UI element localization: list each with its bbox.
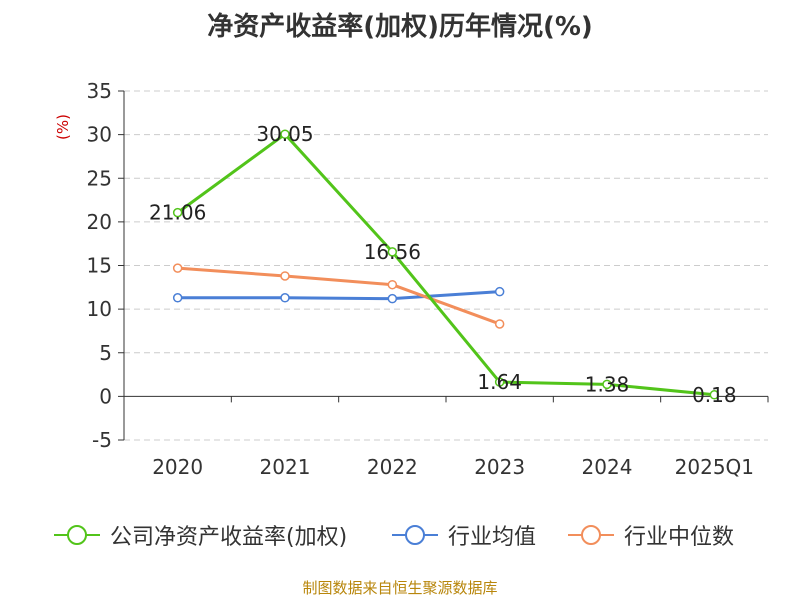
data-point[interactable] bbox=[494, 286, 505, 297]
blue-line-circle-icon bbox=[392, 525, 438, 545]
data-point[interactable] bbox=[709, 390, 720, 400]
data-point[interactable] bbox=[172, 207, 183, 218]
data-point[interactable] bbox=[494, 377, 505, 387]
series-line bbox=[177, 266, 501, 326]
y-tick-label: 30 bbox=[87, 123, 112, 147]
legend-item-industry-mean[interactable]: 行业均值 bbox=[390, 520, 536, 550]
green-line-circle-icon bbox=[54, 525, 100, 545]
y-tick-label: 10 bbox=[87, 297, 112, 321]
chart-title: 净资产收益率(加权)历年情况(%) bbox=[207, 12, 593, 42]
y-tick-label: 20 bbox=[87, 210, 112, 234]
orange-line-circle-icon bbox=[568, 525, 614, 545]
data-point[interactable] bbox=[280, 293, 290, 303]
data-point[interactable] bbox=[280, 271, 290, 281]
x-tick-label: 2025Q1 bbox=[675, 455, 754, 479]
data-label: 30.05 bbox=[256, 122, 313, 146]
y-tick-label: 0 bbox=[99, 384, 112, 408]
series-line bbox=[176, 132, 715, 397]
y-tick-label: 35 bbox=[87, 79, 112, 103]
x-tick-label: 2020 bbox=[152, 455, 203, 479]
y-axis-unit-label: (%) bbox=[54, 114, 72, 140]
data-point[interactable] bbox=[494, 319, 505, 329]
y-tick-label: -5 bbox=[92, 428, 112, 452]
x-tick-label: 2024 bbox=[582, 455, 633, 479]
data-labels: 21.06 30.05 16.56 1.64 1.38 0.18 bbox=[149, 122, 737, 407]
data-label: 0.18 bbox=[692, 383, 737, 407]
data-point[interactable] bbox=[602, 379, 612, 390]
data-point[interactable] bbox=[387, 247, 398, 257]
y-tick-label: 25 bbox=[87, 166, 112, 190]
y-tick-label: 5 bbox=[99, 341, 112, 365]
data-point[interactable] bbox=[387, 279, 398, 290]
grid-lines bbox=[124, 90, 768, 441]
legend-label: 行业均值 bbox=[448, 525, 537, 550]
series-lines bbox=[172, 129, 720, 400]
data-label: 1.38 bbox=[585, 372, 630, 396]
data-point[interactable] bbox=[387, 293, 398, 304]
data-label: 16.56 bbox=[364, 240, 421, 264]
legend-item-company-roe[interactable]: 公司净资产收益率(加权) bbox=[52, 520, 347, 550]
legend-item-industry-median[interactable]: 行业中位数 bbox=[566, 520, 734, 550]
legend-label: 行业中位数 bbox=[624, 525, 735, 550]
x-tick-label: 2021 bbox=[260, 455, 311, 479]
x-tick-label: 2022 bbox=[367, 455, 418, 479]
data-point[interactable] bbox=[280, 129, 290, 139]
series-line bbox=[177, 290, 500, 301]
legend-label: 公司净资产收益率(加权) bbox=[110, 525, 348, 550]
y-tick-label: 15 bbox=[87, 254, 112, 278]
data-point[interactable] bbox=[172, 263, 183, 273]
x-tick-label: 2023 bbox=[474, 455, 525, 479]
data-point[interactable] bbox=[172, 293, 183, 303]
data-label: 1.64 bbox=[477, 370, 522, 394]
data-label: 21.06 bbox=[149, 201, 206, 225]
axes: -5 0 5 10 15 20 25 30 35 2020 2021 2022 2023 2024 2025… bbox=[87, 79, 769, 479]
source-note: 制图数据来自恒生聚源数据库 bbox=[302, 579, 498, 597]
